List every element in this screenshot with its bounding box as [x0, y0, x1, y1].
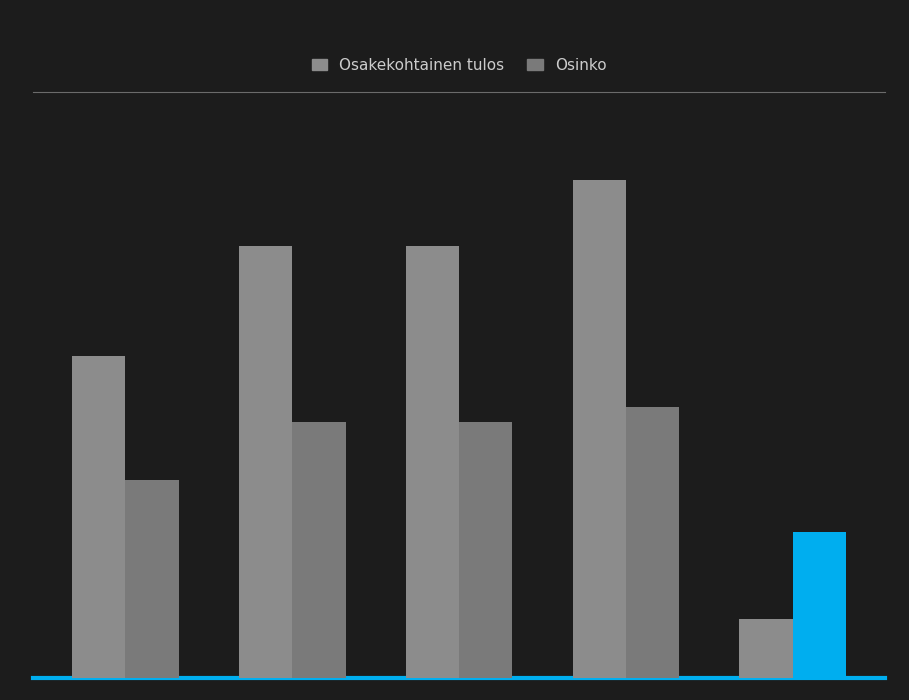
- Bar: [739, 620, 793, 678]
- Bar: [239, 246, 292, 678]
- Bar: [573, 181, 626, 678]
- Bar: [292, 422, 345, 678]
- Bar: [626, 407, 679, 678]
- Bar: [459, 422, 513, 678]
- Bar: [72, 356, 125, 678]
- Bar: [125, 480, 179, 678]
- Bar: [793, 531, 846, 678]
- Legend: Osakekohtainen tulos, Osinko: Osakekohtainen tulos, Osinko: [307, 53, 611, 78]
- Bar: [405, 246, 459, 678]
